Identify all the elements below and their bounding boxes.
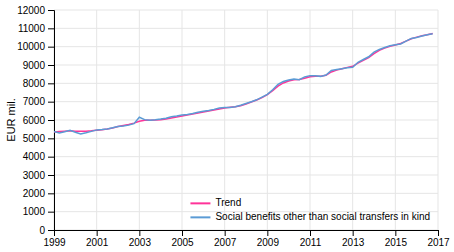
y-tick-label: 2000 (23, 188, 46, 199)
grid-line-y (54, 83, 438, 84)
y-tick-mark (48, 102, 54, 103)
x-tick: 2003 (129, 230, 152, 248)
y-tick-mark (48, 120, 54, 121)
y-tick: 9000 (23, 60, 54, 71)
legend-swatch (190, 216, 210, 218)
x-tick-label: 2005 (171, 237, 194, 248)
x-tick-label: 2003 (129, 237, 152, 248)
x-tick-mark (267, 230, 268, 236)
y-tick-label: 0 (39, 225, 45, 236)
x-tick-mark (310, 230, 311, 236)
y-tick-label: 3000 (23, 170, 46, 181)
grid (54, 10, 438, 230)
y-tick-mark (48, 212, 54, 213)
series-line (54, 33, 433, 131)
y-tick-mark (48, 230, 54, 231)
grid-line-y (54, 10, 438, 11)
y-tick-label: 6000 (23, 115, 46, 126)
y-tick-label: 10000 (17, 41, 45, 52)
x-tick: 2009 (257, 230, 280, 248)
grid-line-y (54, 175, 438, 176)
grid-line-y (54, 193, 438, 194)
y-tick-mark (48, 65, 54, 66)
y-tick-mark (48, 157, 54, 158)
x-axis: 1999 2001 2003 2005 2007 2009 2011 2013 2015 2017 (43, 230, 450, 248)
grid-line-y (54, 65, 438, 66)
chart: 1999 2001 2003 2005 2007 2009 2011 2013 2015 2017… (0, 0, 454, 252)
y-tick-label: 7000 (23, 96, 46, 107)
y-tick: 8000 (23, 78, 54, 89)
grid-line-y (54, 120, 438, 121)
x-tick: 2017 (427, 230, 450, 248)
series-group (54, 33, 433, 133)
y-axis: 0 1000 2000 3000 4000 5000 6000 7000 8000 9000 100… (17, 5, 54, 236)
y-tick-label: 11000 (18, 23, 46, 34)
x-tick-mark (139, 230, 140, 236)
x-tick: 2005 (171, 230, 194, 248)
x-tick-label: 2015 (385, 237, 408, 248)
y-tick-mark (48, 138, 54, 139)
x-tick-label: 2013 (342, 237, 365, 248)
series-line (54, 34, 433, 134)
x-axis-line (55, 231, 439, 237)
y-tick-mark (48, 10, 54, 11)
x-tick-mark (97, 230, 98, 236)
x-tick-mark (395, 230, 396, 236)
y-tick: 5000 (23, 133, 54, 144)
y-tick: 0 (39, 225, 54, 236)
y-tick: 7000 (23, 96, 54, 107)
x-tick-mark (438, 230, 439, 236)
y-tick: 2000 (23, 188, 54, 199)
y-tick-label: 12000 (17, 5, 45, 16)
x-tick-label: 2001 (86, 237, 109, 248)
y-tick: 12000 (17, 5, 54, 16)
y-tick: 3000 (23, 170, 54, 181)
y-tick-label: 4000 (23, 151, 46, 162)
y-tick-mark (48, 83, 54, 84)
grid-line-y (54, 28, 438, 29)
y-tick-label: 8000 (23, 78, 46, 89)
y-tick-mark (48, 193, 54, 194)
legend-swatch (190, 202, 210, 204)
x-tick-mark (182, 230, 183, 236)
grid-line-y (54, 46, 438, 47)
y-tick: 1000 (23, 206, 54, 217)
grid-line-y (54, 156, 438, 157)
x-tick-label: 2011 (300, 237, 322, 248)
y-tick: 10000 (17, 41, 54, 52)
x-tick-mark (225, 230, 226, 236)
x-tick-mark (353, 230, 354, 236)
x-tick-label: 2009 (257, 237, 280, 248)
y-tick-label: 1000 (23, 206, 46, 217)
y-tick-label: 9000 (23, 60, 46, 71)
y-axis-label: EUR mil. (5, 98, 17, 141)
grid-line-y (54, 138, 438, 139)
y-tick: 4000 (23, 151, 54, 162)
grid-line-y (54, 101, 438, 102)
legend: Trend Social benefits other than social t… (190, 197, 430, 222)
y-tick-label: 5000 (23, 133, 46, 144)
legend-label: Trend (215, 197, 241, 208)
legend-label: Social benefits other than social transf… (215, 211, 430, 222)
y-tick-mark (48, 28, 54, 29)
x-tick-label: 2017 (427, 237, 450, 248)
y-tick: 6000 (23, 115, 54, 126)
legend-item: Social benefits other than social transf… (190, 211, 430, 222)
x-tick: 2001 (86, 230, 109, 248)
x-tick-label: 1999 (43, 237, 66, 248)
x-tick-label: 2007 (214, 237, 237, 248)
y-tick-mark (48, 47, 54, 48)
x-tick: 2013 (342, 230, 365, 248)
legend-item: Trend (190, 197, 241, 208)
x-tick: 2007 (214, 230, 237, 248)
y-axis-line (48, 11, 55, 231)
x-tick: 1999 (43, 230, 66, 248)
plot: 1999 2001 2003 2005 2007 2009 2011 2013 2015 2017… (17, 5, 450, 248)
y-tick-mark (48, 175, 54, 176)
y-tick: 11000 (18, 23, 54, 34)
x-tick: 2011 (300, 230, 322, 248)
x-tick: 2015 (385, 230, 408, 248)
